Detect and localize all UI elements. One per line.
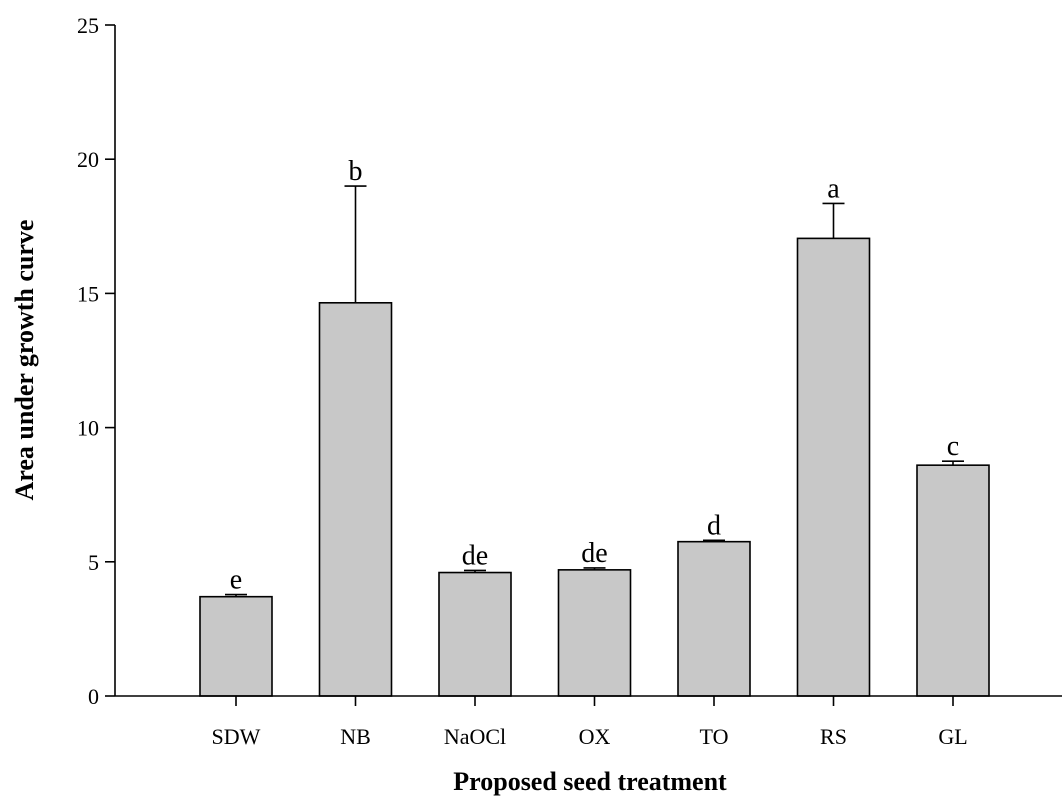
significance-label: e [230, 565, 242, 596]
y-tick-label: 25 [77, 13, 99, 38]
significance-label: b [349, 156, 363, 187]
significance-label: de [462, 540, 488, 571]
bar [199, 595, 273, 697]
x-tick-label: GL [938, 724, 967, 749]
x-tick-label: TO [700, 724, 729, 749]
y-tick-label: 15 [77, 281, 99, 306]
x-tick-label: NaOCl [444, 724, 506, 749]
axes-layer [114, 25, 1062, 697]
bar [796, 237, 871, 697]
significance-labels-layer: e b de de d a c [230, 156, 959, 596]
x-ticks-layer: SDW NB NaOCl OX TO RS GL [212, 696, 968, 749]
y-tick-label: 0 [88, 684, 99, 709]
x-tick-label: SDW [212, 724, 261, 749]
error-bars-layer [225, 185, 964, 597]
bar [438, 571, 512, 697]
x-axis-title: Proposed seed treatment [453, 767, 727, 796]
significance-label: de [581, 538, 607, 569]
y-tick-label: 5 [88, 550, 99, 575]
bar [916, 464, 990, 697]
y-tick-label: 20 [77, 147, 99, 172]
bar [318, 301, 393, 697]
y-ticks-layer: 0 5 10 15 20 25 [77, 13, 115, 709]
significance-label: c [947, 431, 959, 462]
bar [677, 540, 751, 697]
x-tick-label: RS [820, 724, 847, 749]
y-tick-label: 10 [77, 416, 99, 441]
significance-label: a [827, 173, 840, 204]
bars-layer [199, 237, 990, 697]
y-axis-title: Area under growth curve [10, 220, 39, 501]
significance-label: d [707, 510, 721, 541]
bar [557, 569, 632, 697]
x-tick-label: OX [579, 724, 611, 749]
x-tick-label: NB [340, 724, 371, 749]
